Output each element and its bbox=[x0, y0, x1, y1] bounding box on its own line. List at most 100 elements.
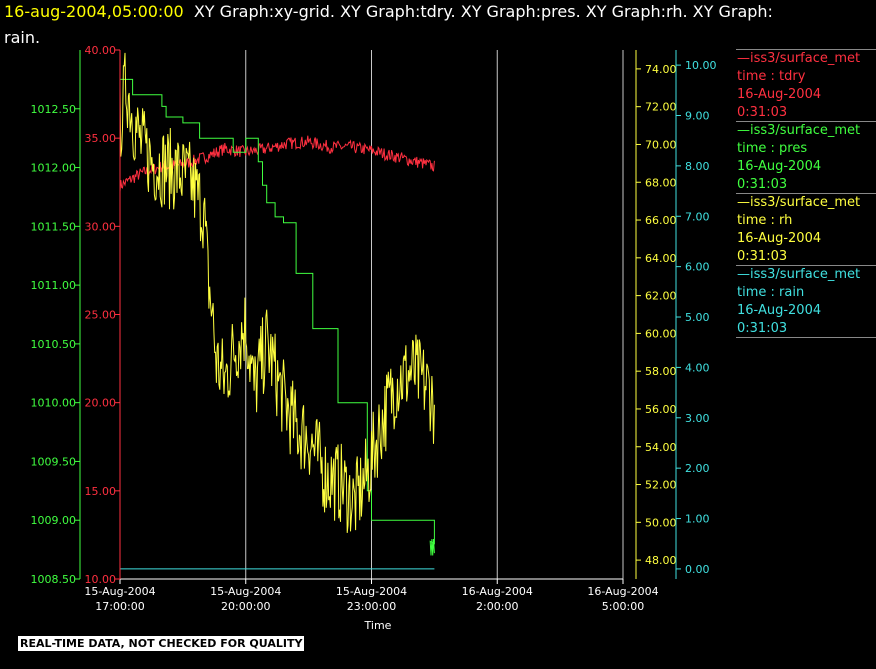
legend-swatch: — bbox=[737, 123, 750, 138]
tdry-tick-label: 30.00 bbox=[85, 220, 117, 233]
legend-source-row: —iss3/surface_met bbox=[737, 122, 876, 140]
legend-time: 0:31:03 bbox=[737, 177, 788, 192]
legend-date: 16-Aug-2004 bbox=[737, 87, 822, 102]
legend-time-row: 0:31:03 bbox=[737, 320, 876, 337]
legend-source-row: —iss3/surface_met bbox=[737, 194, 876, 212]
legend-time: 0:31:03 bbox=[737, 249, 788, 264]
x-tick-label-date: 15-Aug-2004 bbox=[336, 585, 407, 598]
series-line-rh bbox=[119, 52, 435, 533]
rh-tick-label: 72.00 bbox=[645, 101, 677, 114]
series-layer bbox=[119, 52, 435, 570]
rh-tick-label: 48.00 bbox=[645, 554, 677, 567]
legend-variable-row: time : rh bbox=[737, 212, 876, 230]
legend-variable: time : tdry bbox=[737, 69, 806, 84]
rain-tick-label: 5.00 bbox=[685, 311, 710, 324]
legend-time-row: 0:31:03 bbox=[737, 104, 876, 121]
legend-source: iss3/surface_met bbox=[750, 195, 861, 210]
pres-tick-label: 1011.00 bbox=[31, 279, 77, 292]
x-tick-label-time: 2:00:00 bbox=[476, 600, 518, 613]
rain-tick-label: 10.00 bbox=[685, 59, 717, 72]
x-tick-label-date: 16-Aug-2004 bbox=[462, 585, 533, 598]
rh-tick-label: 62.00 bbox=[645, 290, 677, 303]
legend-date-row: 16-Aug-2004 bbox=[737, 302, 876, 320]
rain-tick-label: 2.00 bbox=[685, 462, 710, 475]
rh-tick-label: 54.00 bbox=[645, 441, 677, 454]
legend-source-row: —iss3/surface_met bbox=[737, 50, 876, 68]
legend-date: 16-Aug-2004 bbox=[737, 303, 822, 318]
legend-source: iss3/surface_met bbox=[750, 267, 861, 282]
rain-tick-label: 6.00 bbox=[685, 261, 710, 274]
grid-lines bbox=[245, 50, 624, 579]
x-tick-label-date: 15-Aug-2004 bbox=[84, 585, 155, 598]
x-tick-label-time: 5:00:00 bbox=[602, 600, 644, 613]
title-date: 16-aug-2004,05:00:00 bbox=[4, 2, 184, 21]
x-axis-label: Time bbox=[364, 619, 392, 632]
legend-source: iss3/surface_met bbox=[750, 51, 861, 66]
pres-tick-label: 1008.50 bbox=[31, 573, 77, 586]
rh-tick-label: 52.00 bbox=[645, 479, 677, 492]
rh-tick-label: 50.00 bbox=[645, 516, 677, 529]
legend-date: 16-Aug-2004 bbox=[737, 231, 822, 246]
title-graphs: XY Graph:xy-grid. XY Graph:tdry. XY Grap… bbox=[193, 2, 773, 21]
legend-time-row: 0:31:03 bbox=[737, 176, 876, 193]
legend-date: 16-Aug-2004 bbox=[737, 159, 822, 174]
quality-disclaimer: REAL-TIME DATA, NOT CHECKED FOR QUALITY bbox=[18, 636, 305, 651]
x-tick-label-time: 17:00:00 bbox=[95, 600, 144, 613]
rain-tick-label: 8.00 bbox=[685, 160, 710, 173]
legend-date-row: 16-Aug-2004 bbox=[737, 230, 876, 248]
rh-tick-label: 56.00 bbox=[645, 403, 677, 416]
legend-source: iss3/surface_met bbox=[750, 123, 861, 138]
legend-entry-0: —iss3/surface_met time : tdry 16-Aug-2004 0… bbox=[736, 49, 876, 121]
rh-tick-label: 64.00 bbox=[645, 252, 677, 265]
x-tick-label-date: 16-Aug-2004 bbox=[587, 585, 658, 598]
title-line-2: rain. bbox=[4, 28, 41, 47]
series-line-pres bbox=[120, 78, 435, 556]
legend-entry-3: —iss3/surface_met time : rain 16-Aug-2004 0… bbox=[736, 265, 876, 337]
tdry-tick-label: 15.00 bbox=[85, 485, 117, 498]
legend-variable-row: time : tdry bbox=[737, 68, 876, 86]
tdry-tick-label: 25.00 bbox=[85, 309, 117, 322]
rh-tick-label: 74.00 bbox=[645, 63, 677, 76]
x-tick-label-time: 20:00:00 bbox=[221, 600, 270, 613]
rain-tick-label: 9.00 bbox=[685, 109, 710, 122]
tdry-tick-label: 10.00 bbox=[85, 573, 117, 586]
pres-tick-label: 1012.50 bbox=[31, 103, 77, 116]
rain-tick-label: 3.00 bbox=[685, 412, 710, 425]
legend-variable-row: time : pres bbox=[737, 140, 876, 158]
tdry-tick-label: 35.00 bbox=[85, 132, 117, 145]
legend-date-row: 16-Aug-2004 bbox=[737, 86, 876, 104]
legend-time-row: 0:31:03 bbox=[737, 248, 876, 265]
legend-swatch: — bbox=[737, 195, 750, 210]
axes-layer: 15-Aug-2004 17:00:00 15-Aug-2004 20:00:00 15… bbox=[31, 44, 717, 613]
rain-tick-label: 1.00 bbox=[685, 513, 710, 526]
rh-tick-label: 66.00 bbox=[645, 214, 677, 227]
legend-entry-1: —iss3/surface_met time : pres 16-Aug-2004 0… bbox=[736, 121, 876, 193]
title-line-1: 16-aug-2004,05:00:00 XY Graph:xy-grid. X… bbox=[4, 2, 773, 21]
x-tick-label-time: 23:00:00 bbox=[347, 600, 396, 613]
rain-tick-label: 0.00 bbox=[685, 563, 710, 576]
legend-variable-row: time : rain bbox=[737, 284, 876, 302]
legend-date-row: 16-Aug-2004 bbox=[737, 158, 876, 176]
legend-source-row: —iss3/surface_met bbox=[737, 266, 876, 284]
rain-tick-label: 7.00 bbox=[685, 210, 710, 223]
legend-variable: time : rain bbox=[737, 285, 805, 300]
legend-variable: time : rh bbox=[737, 213, 793, 228]
legend: —iss3/surface_met time : tdry 16-Aug-2004 0… bbox=[736, 49, 876, 338]
legend-swatch: — bbox=[737, 51, 750, 66]
legend-swatch: — bbox=[737, 267, 750, 282]
rain-tick-label: 4.00 bbox=[685, 361, 710, 374]
pres-tick-label: 1010.50 bbox=[31, 338, 77, 351]
tdry-tick-label: 40.00 bbox=[85, 44, 117, 57]
rh-tick-label: 60.00 bbox=[645, 327, 677, 340]
pres-tick-label: 1009.50 bbox=[31, 455, 77, 468]
legend-time: 0:31:03 bbox=[737, 105, 788, 120]
pres-tick-label: 1011.50 bbox=[31, 220, 77, 233]
rh-tick-label: 68.00 bbox=[645, 176, 677, 189]
legend-bottom-rule bbox=[736, 337, 876, 338]
rh-tick-label: 70.00 bbox=[645, 138, 677, 151]
rh-tick-label: 58.00 bbox=[645, 365, 677, 378]
legend-time: 0:31:03 bbox=[737, 321, 788, 336]
pres-tick-label: 1009.00 bbox=[31, 514, 77, 527]
x-tick-label-date: 15-Aug-2004 bbox=[210, 585, 281, 598]
